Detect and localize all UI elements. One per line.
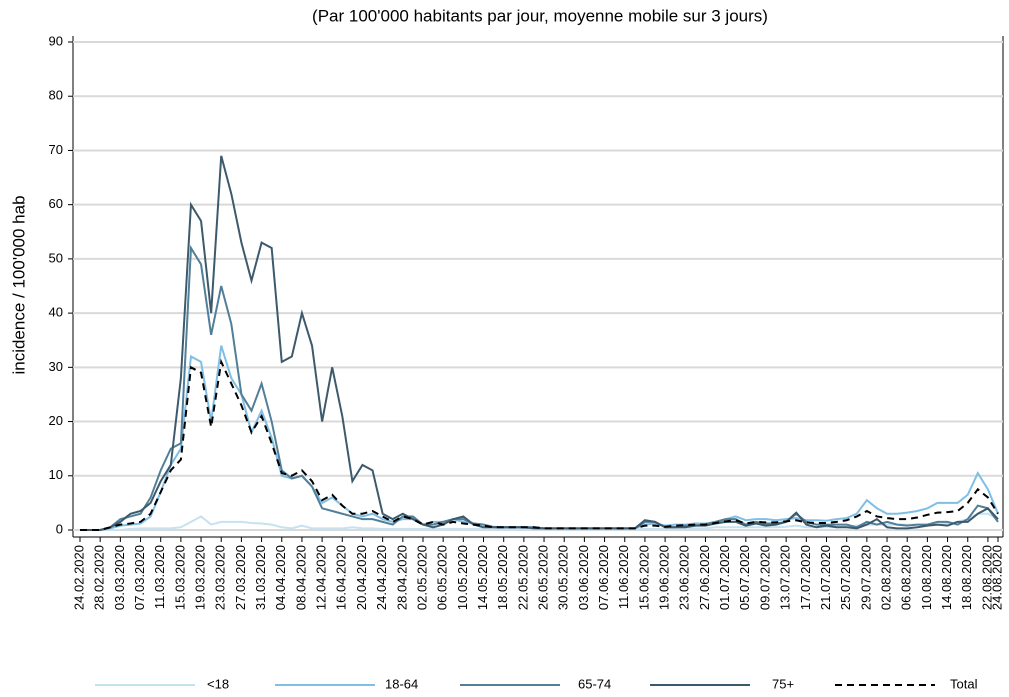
y-tick-label: 30 — [49, 359, 63, 374]
x-tick-label: 06.08.2020 — [899, 545, 914, 610]
y-tick-label: 60 — [49, 196, 63, 211]
x-tick-label: 05.07.2020 — [737, 545, 752, 610]
legend-label: <18 — [207, 676, 229, 691]
chart-title: (Par 100'000 habitants par jour, moyenne… — [312, 6, 768, 25]
legend-label: 75+ — [772, 676, 794, 691]
x-tick-label: 22.05.2020 — [515, 545, 530, 610]
x-tick-label: 10.05.2020 — [455, 545, 470, 610]
x-tick-label: 02.08.2020 — [878, 545, 893, 610]
x-tick-label: 07.06.2020 — [596, 545, 611, 610]
x-tick-label: 31.03.2020 — [253, 545, 268, 610]
x-tick-label: 17.07.2020 — [798, 545, 813, 610]
x-tick-label: 12.04.2020 — [314, 545, 329, 610]
x-tick-label: 18.05.2020 — [495, 545, 510, 610]
x-tick-label: 29.07.2020 — [858, 545, 873, 610]
x-tick-label: 03.06.2020 — [576, 545, 591, 610]
x-tick-label: 23.03.2020 — [213, 545, 228, 610]
series-line — [80, 155, 999, 531]
x-tick-label: 02.05.2020 — [414, 545, 429, 610]
x-tick-label: 22.08.2020 — [979, 545, 994, 610]
x-tick-label: 14.08.2020 — [939, 545, 954, 610]
legend-label: 18-64 — [385, 676, 418, 691]
x-tick-label: 28.04.2020 — [394, 545, 409, 610]
x-tick-label: 27.03.2020 — [233, 545, 248, 610]
x-tick-label: 14.05.2020 — [475, 545, 490, 610]
x-tick-label: 20.04.2020 — [354, 545, 369, 610]
y-tick-label: 50 — [49, 250, 63, 265]
x-tick-label: 13.07.2020 — [778, 545, 793, 610]
x-tick-label: 15.06.2020 — [636, 545, 651, 610]
y-tick-label: 0 — [56, 521, 63, 536]
x-tick-label: 26.05.2020 — [535, 545, 550, 610]
y-tick-label: 80 — [49, 88, 63, 103]
x-tick-label: 19.03.2020 — [192, 545, 207, 610]
x-tick-label: 24.08.2020 — [989, 545, 1004, 610]
x-tick-label: 23.06.2020 — [677, 545, 692, 610]
x-tick-label: 06.05.2020 — [435, 545, 450, 610]
legend-label: 65-74 — [578, 676, 611, 691]
x-tick-label: 03.03.2020 — [112, 545, 127, 610]
x-tick-label: 08.04.2020 — [293, 545, 308, 610]
x-tick-label: 19.06.2020 — [657, 545, 672, 610]
series-line — [80, 358, 999, 531]
x-tick-label: 01.07.2020 — [717, 545, 732, 610]
x-tick-label: 18.08.2020 — [959, 545, 974, 610]
x-tick-label: 15.03.2020 — [172, 545, 187, 610]
y-tick-label: 70 — [49, 142, 63, 157]
x-tick-label: 28.02.2020 — [92, 545, 107, 610]
x-tick-label: 16.04.2020 — [334, 545, 349, 610]
x-tick-label: 07.03.2020 — [132, 545, 147, 610]
series-line — [80, 244, 999, 531]
x-tick-label: 24.04.2020 — [374, 545, 389, 610]
x-tick-label: 11.03.2020 — [152, 545, 167, 609]
x-tick-label: 21.07.2020 — [818, 545, 833, 610]
x-tick-label: 24.02.2020 — [71, 545, 86, 610]
y-tick-label: 10 — [49, 467, 63, 482]
x-tick-label: 30.05.2020 — [556, 545, 571, 610]
x-tick-label: 27.06.2020 — [697, 545, 712, 610]
legend-label: Total — [950, 676, 978, 691]
y-tick-label: 90 — [49, 33, 63, 48]
x-tick-label: 09.07.2020 — [757, 545, 772, 610]
y-tick-label: 40 — [49, 305, 63, 320]
x-tick-label: 25.07.2020 — [838, 545, 853, 610]
x-tick-label: 11.06.2020 — [616, 545, 631, 609]
x-tick-label: 10.08.2020 — [919, 545, 934, 610]
series-line — [80, 345, 999, 531]
y-axis-label: incidence / 100'000 hab — [9, 195, 28, 374]
x-tick-label: 04.04.2020 — [273, 545, 288, 610]
y-tick-label: 20 — [49, 413, 63, 428]
